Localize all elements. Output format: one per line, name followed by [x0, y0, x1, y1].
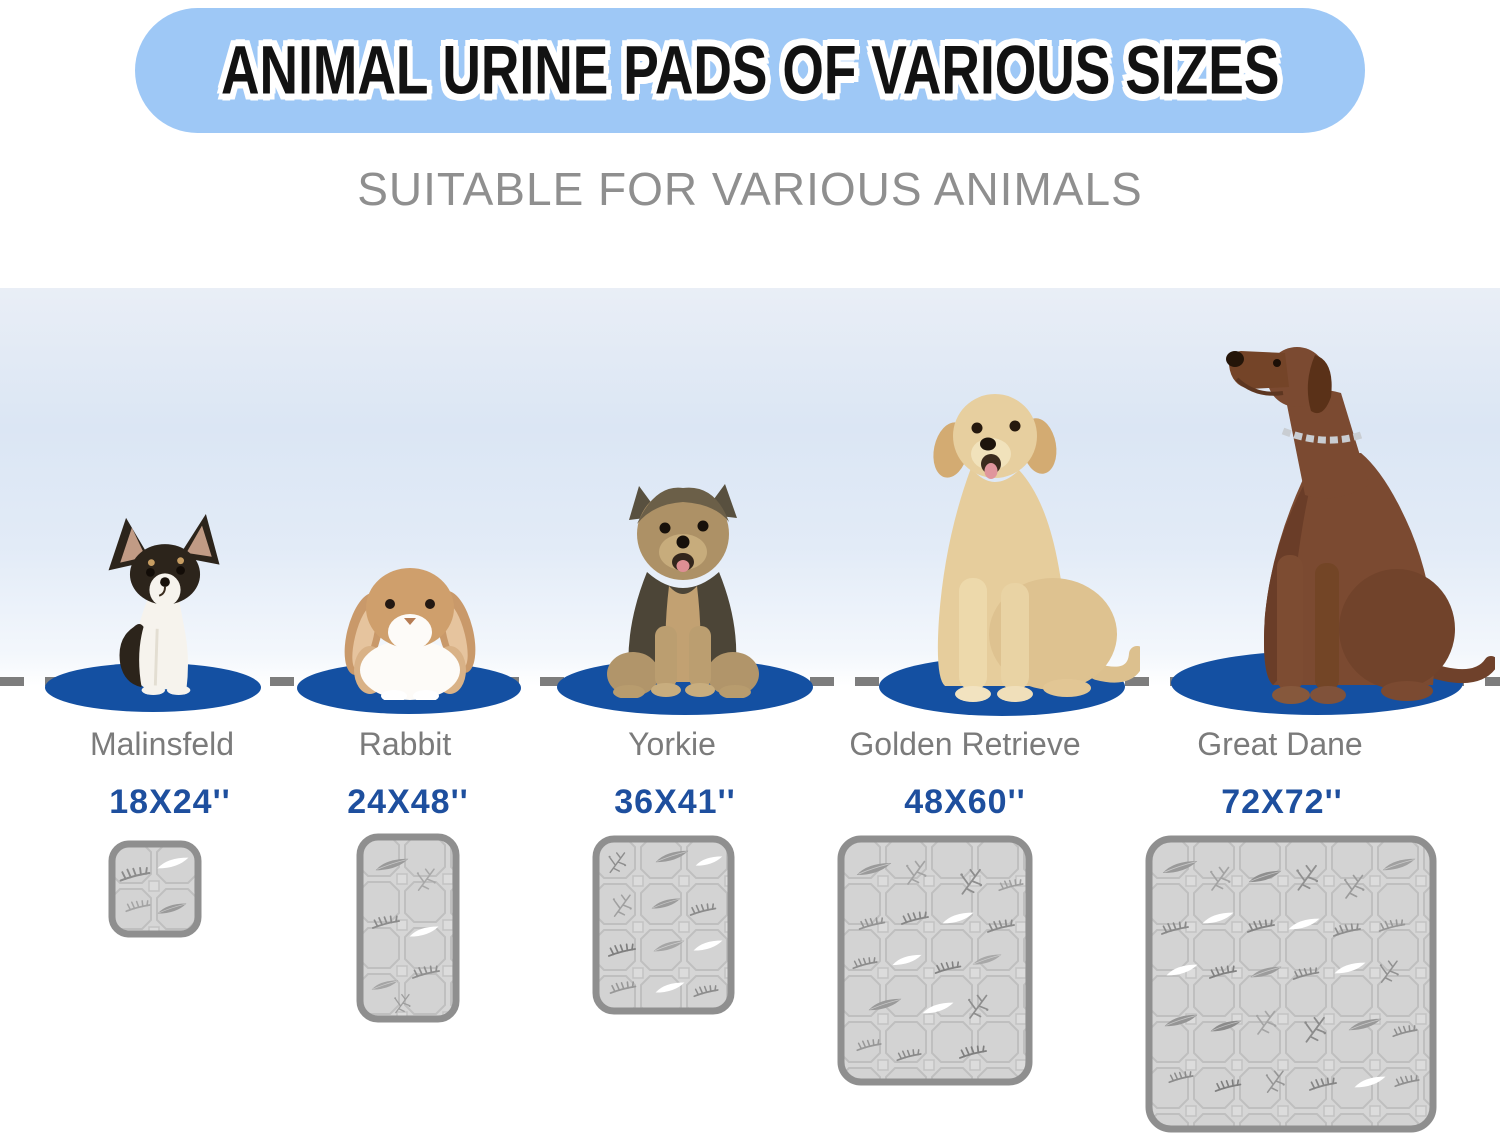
pad-size-label: 18X24'' [109, 783, 231, 821]
pad-size-label: 24X48'' [347, 783, 469, 821]
animal-name: Golden Retrieve [849, 726, 1081, 762]
yorkie-image [607, 484, 759, 698]
animal-name: Rabbit [358, 726, 452, 762]
banner: ANIMAL URINE PADS OF VARIOUS SIZES [135, 8, 1365, 133]
page-title: ANIMAL URINE PADS OF VARIOUS SIZES [220, 32, 1280, 109]
golden-retriever-image [933, 394, 1140, 702]
pad-image-24x48 [356, 833, 460, 1023]
animal-name: Yorkie [628, 726, 716, 762]
subtitle: SUITABLE FOR VARIOUS ANIMALS [357, 163, 1143, 215]
animal-name: Malinsfeld [89, 726, 235, 762]
animal-name: Great Dane [1197, 726, 1363, 762]
chihuahua-image [108, 513, 220, 696]
pad-image-48x60 [837, 835, 1033, 1086]
pad-image-36x41 [592, 835, 735, 1015]
pad-image-18x24 [108, 840, 202, 938]
pad-size-label: 48X60'' [904, 783, 1026, 821]
great-dane-image [1226, 347, 1495, 704]
rabbit-image [344, 568, 476, 700]
pad-size-label: 72X72'' [1221, 783, 1343, 821]
pad-image-72x72 [1145, 835, 1437, 1133]
pad-size-label: 36X41'' [614, 783, 736, 821]
